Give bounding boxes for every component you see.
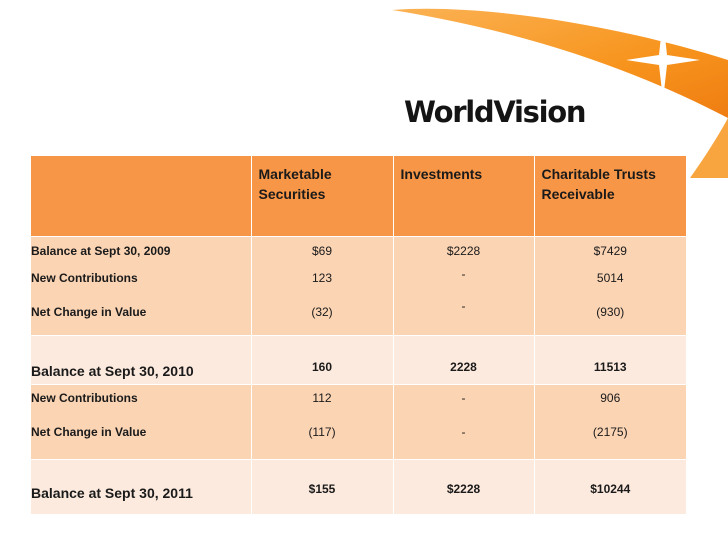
cell-value: $69 [311,244,333,258]
cell-value: 123 [311,271,333,285]
row-labels-2009: Balance at Sept 30, 2009 New Contributio… [31,236,252,336]
cell-value: $10244 [534,459,686,514]
row-label: New Contributions [31,271,138,285]
cell-value: $7429 [593,244,627,258]
trusts-values-2011: 906 (2175) [534,384,686,460]
row-label: Net Change in Value [31,305,147,319]
header-cell-marketable-securities: Marketable Securities [251,156,394,237]
row-label-2011: Balance at Sept 30, 2011 [31,459,252,514]
cell-value: (2175) [592,425,628,439]
cell-value: 5014 [596,271,624,285]
table-row-2009-group: Balance at Sept 30, 2009 New Contributio… [31,236,686,336]
cell-value: 906 [600,391,621,405]
trusts-values-2009: $7429 5014 (930) [534,236,686,336]
cell-value: (117) [308,425,336,439]
investments-values-2011: - - [393,384,535,460]
cell-value: (930) [596,305,625,319]
table-row-2011-group: New Contributions Net Change in Value 11… [31,384,686,460]
world-vision-logo: WorldVision [404,95,587,129]
table-row-2011-balance: Balance at Sept 30, 2011 $155 $2228 $102… [31,459,686,514]
cell-value: $2228 [393,459,535,514]
cell-value: 112 [312,391,332,405]
cell-value: 160 [251,335,394,385]
row-label: Balance at Sept 30, 2009 [31,244,171,258]
header-cell-investments: Investments [393,156,535,237]
cell-value: - [461,425,466,439]
financial-table: Marketable Securities Investments Charit… [31,156,686,514]
row-label: New Contributions [31,391,138,405]
investments-values-2009: $2228 - - [393,236,535,336]
cell-value: - [461,391,466,405]
cell-value: $155 [251,459,394,514]
cell-value: 11513 [534,335,686,385]
table-row-2010-balance: Balance at Sept 30, 2010 160 2228 11513 [31,335,686,385]
marketable-values-2011: 112 (117) [251,384,394,460]
cell-value: 2228 [393,335,535,385]
marketable-values-2009: $69 123 (32) [251,236,394,336]
row-labels-2011: New Contributions Net Change in Value [31,384,252,460]
cell-value: - [461,299,466,313]
row-label: Net Change in Value [31,425,147,439]
cell-value: - [461,267,466,281]
cell-value: $2228 [446,244,481,258]
header-cell-charitable-trusts: Charitable Trusts Receivable [534,156,686,237]
table-header-row: Marketable Securities Investments Charit… [31,156,686,237]
header-cell-label [31,156,252,237]
cell-value: (32) [311,305,333,319]
star-sparkle-icon [626,18,700,100]
row-label-2010: Balance at Sept 30, 2010 [31,335,252,385]
